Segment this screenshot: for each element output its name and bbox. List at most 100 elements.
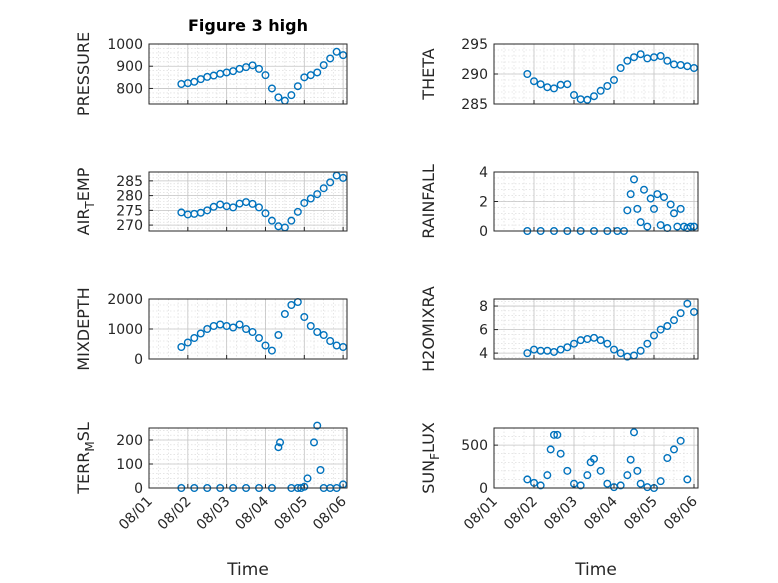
- data-point: [300, 482, 309, 491]
- data-point: [643, 339, 652, 348]
- y-tick-label: 4: [479, 165, 488, 181]
- data-point: [209, 71, 218, 80]
- x-tick-label: 08/05: [271, 494, 311, 534]
- data-point: [339, 343, 348, 352]
- y-axis-label: PRESSURE: [74, 32, 93, 116]
- data-point: [216, 320, 225, 329]
- data-point: [261, 209, 270, 218]
- data-point: [300, 198, 309, 207]
- data-point: [663, 322, 672, 331]
- y-tick-label: 2: [479, 195, 488, 211]
- axes-box: [148, 171, 348, 232]
- data-point: [550, 430, 559, 439]
- data-point: [650, 204, 659, 213]
- data-point: [319, 331, 328, 340]
- y-tick-label: 270: [116, 218, 143, 234]
- data-point: [319, 184, 328, 193]
- data-point: [626, 190, 635, 199]
- x-tick-label: 08/06: [661, 493, 701, 533]
- data-point: [523, 475, 532, 484]
- data-point: [523, 69, 532, 78]
- data-point: [319, 61, 328, 70]
- data-point: [530, 77, 539, 86]
- data-point: [267, 84, 276, 93]
- x-tick-label: 08/02: [501, 494, 541, 534]
- data-point: [332, 171, 341, 180]
- data-point: [248, 328, 257, 337]
- data-point: [254, 203, 263, 212]
- data-point: [183, 338, 192, 347]
- data-point: [596, 336, 605, 345]
- y-axis-label: AIRTEMP: [74, 167, 97, 235]
- y-tick-label: 290: [461, 67, 488, 83]
- data-point: [339, 173, 348, 182]
- data-point: [313, 328, 322, 337]
- y-tick-label: 280: [116, 189, 143, 205]
- data-point: [556, 80, 565, 89]
- y-tick-label: 900: [116, 59, 143, 75]
- data-point: [633, 466, 642, 475]
- data-point: [603, 339, 612, 348]
- data-point: [332, 47, 341, 56]
- data-point: [313, 190, 322, 199]
- x-tick-label: 08/01: [461, 494, 501, 534]
- data-point: [596, 86, 605, 95]
- data-point: [643, 222, 652, 231]
- data-point: [570, 339, 579, 348]
- data-point: [310, 438, 319, 447]
- y-tick-label: 285: [461, 97, 488, 113]
- data-point: [656, 477, 665, 486]
- data-point: [235, 199, 244, 208]
- data-point: [536, 80, 545, 89]
- data-point: [636, 50, 645, 59]
- y-tick-label: 500: [461, 438, 488, 454]
- data-point: [630, 428, 639, 437]
- y-tick-label: 0: [134, 481, 143, 497]
- data-point: [280, 310, 289, 319]
- data-point: [640, 185, 649, 194]
- data-point: [209, 202, 218, 211]
- data-point: [690, 307, 699, 316]
- data-point: [663, 454, 672, 463]
- data-point: [686, 222, 695, 231]
- data-point: [563, 80, 572, 89]
- data-point: [276, 438, 285, 447]
- data-point: [626, 455, 635, 464]
- data-point: [563, 343, 572, 352]
- data-point: [267, 346, 276, 355]
- subplot-1: 800 900 1000 PRESSURE: [74, 32, 348, 116]
- y-tick-label: 295: [461, 37, 488, 53]
- axes-box: [148, 43, 348, 105]
- data-point: [656, 221, 665, 230]
- data-point: [287, 91, 296, 100]
- data-point: [636, 479, 645, 488]
- subplot-6: 4 6 8 H2OMIXRA: [419, 286, 699, 372]
- data-point: [306, 194, 315, 203]
- data-point: [293, 207, 302, 216]
- y-tick-label: 0: [479, 481, 488, 497]
- data-point: [590, 454, 599, 463]
- data-point: [683, 299, 692, 308]
- x-axis-label: Time: [574, 560, 617, 580]
- y-tick-label: 100: [116, 457, 143, 473]
- y-tick-label: 6: [479, 323, 488, 339]
- y-axis-label: THETA: [419, 48, 438, 100]
- data-point: [683, 475, 692, 484]
- data-point: [229, 323, 238, 332]
- y-tick-label: 200: [116, 433, 143, 449]
- y-tick-label: 2000: [107, 292, 143, 308]
- y-axis-label: RAINFALL: [419, 164, 438, 239]
- data-point: [603, 479, 612, 488]
- data-point: [274, 331, 283, 340]
- subplot-2: 285 290 295 THETA: [419, 37, 699, 113]
- data-point: [670, 316, 679, 325]
- y-tick-label: 0: [479, 224, 488, 240]
- data-point: [313, 68, 322, 77]
- data-point: [242, 325, 251, 334]
- data-point: [543, 83, 552, 92]
- data-point: [636, 346, 645, 355]
- data-point: [643, 54, 652, 63]
- data-point: [303, 474, 312, 483]
